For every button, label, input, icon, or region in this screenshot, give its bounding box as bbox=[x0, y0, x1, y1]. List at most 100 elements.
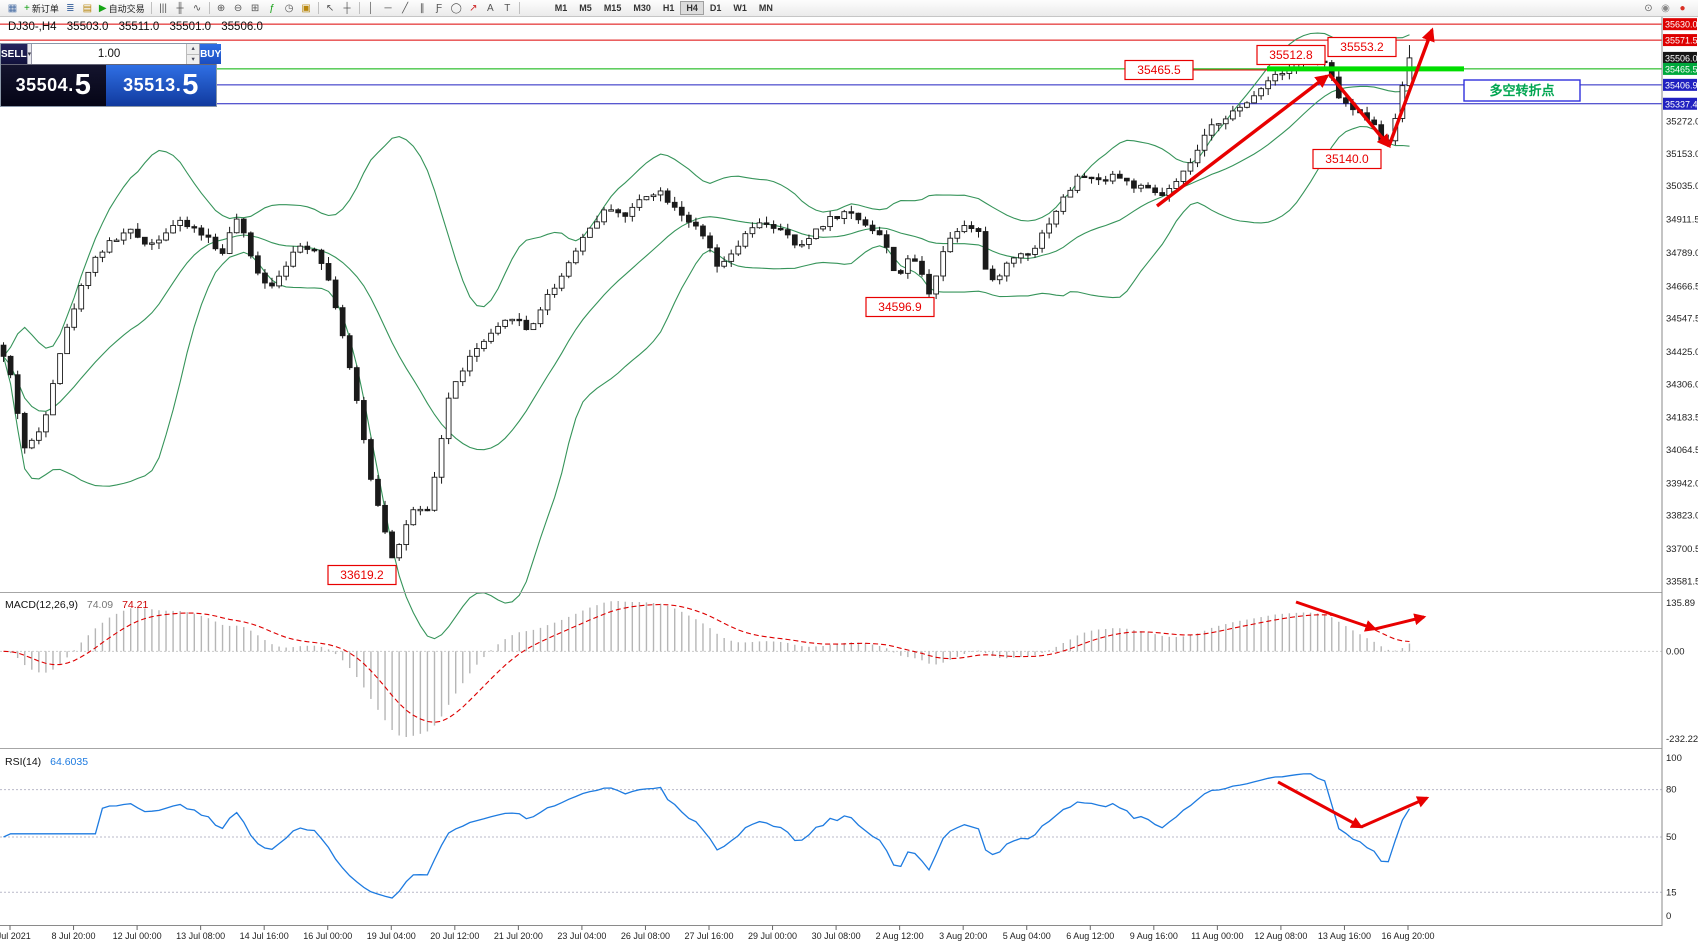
timeframe-button-m30[interactable]: M30 bbox=[633, 3, 651, 13]
text-icon[interactable]: A bbox=[482, 1, 499, 16]
timeframe-button-w1[interactable]: W1 bbox=[733, 3, 747, 13]
crosshair-icon[interactable]: ┼ bbox=[339, 1, 356, 16]
volume-input[interactable] bbox=[32, 44, 187, 64]
price-axis-bg bbox=[1662, 0, 1698, 944]
new-order-button-icon: + bbox=[24, 2, 30, 14]
timeframe-button-m1[interactable]: M1 bbox=[554, 3, 568, 13]
rsi-indicator-label: RSI(14) 64.6035 bbox=[5, 756, 88, 768]
note-annotation[interactable]: 多空转折点 bbox=[1463, 79, 1581, 102]
svg-text:35630.0: 35630.0 bbox=[1665, 20, 1698, 30]
macd-axis-label: 0.00 bbox=[1666, 646, 1685, 657]
rsi-title: RSI(14) bbox=[5, 756, 42, 768]
time-tick-label: 12 Aug 08:00 bbox=[1254, 931, 1307, 941]
sell-button[interactable]: SELL bbox=[1, 44, 27, 64]
alerts-icon[interactable]: ◉ bbox=[1657, 1, 1674, 16]
time-tick-label: 20 Jul 12:00 bbox=[430, 931, 479, 941]
indicators-icon[interactable]: ƒ bbox=[264, 1, 281, 16]
timeframe-button-m5[interactable]: M5 bbox=[579, 3, 592, 13]
timeframe-button-h1[interactable]: H1 bbox=[662, 3, 675, 13]
vertical-line-icon[interactable]: │ bbox=[363, 1, 380, 16]
price-annotation-box bbox=[1256, 44, 1326, 66]
bar-chart-type-icon[interactable]: ||| bbox=[155, 1, 172, 16]
timeframe-button-h4[interactable]: H4 bbox=[680, 1, 704, 15]
zoom-in-icon[interactable]: ⊕ bbox=[213, 1, 230, 16]
rsi-axis-label: 50 bbox=[1666, 832, 1677, 843]
svg-text:35571.5: 35571.5 bbox=[1665, 36, 1698, 46]
svg-text:35506.0: 35506.0 bbox=[1665, 53, 1698, 63]
time-tick-label: 11 Aug 00:00 bbox=[1191, 931, 1243, 941]
search-icon[interactable]: ⊙ bbox=[1640, 1, 1657, 16]
tile-windows-icon: ⊞ bbox=[250, 2, 260, 14]
buy-button[interactable]: BUY bbox=[199, 44, 222, 64]
time-axis[interactable]: 8 Jul 2021 8 Jul 20:00 12 Jul 00:00 13 Jul … bbox=[0, 925, 1435, 942]
trend-arrow[interactable] bbox=[1155, 74, 1330, 208]
buy-price-button[interactable]: 35513. 5 bbox=[106, 65, 216, 106]
rsi-trend-arrow[interactable] bbox=[1360, 796, 1430, 829]
macd-signal-line bbox=[3, 603, 1410, 723]
ohlc-open: 35503.0 bbox=[66, 21, 109, 33]
fibonacci-icon[interactable]: Ƒ bbox=[431, 1, 448, 16]
spinner-up-icon[interactable]: ▴ bbox=[187, 44, 200, 54]
one-click-trading-panel: SELL ▾ ▴ ▾ BUY 35504.5 35513.5 bbox=[0, 43, 222, 107]
time-tick-label: 23 Jul 04:00 bbox=[557, 931, 606, 941]
cursor-icon[interactable]: ↖ bbox=[322, 1, 339, 16]
tile-windows-icon[interactable]: ⊞ bbox=[247, 1, 264, 16]
time-tick-label: 21 Jul 20:00 bbox=[494, 931, 543, 941]
periods-icon[interactable]: ◷ bbox=[281, 1, 298, 16]
svg-text:35406.9: 35406.9 bbox=[1665, 80, 1698, 90]
spinner-down-icon[interactable]: ▾ bbox=[187, 53, 200, 64]
volume-box: ▴ ▾ bbox=[32, 44, 200, 64]
bollinger-lower-band[interactable] bbox=[2, 125, 1410, 640]
shapes-icon[interactable]: ◯ bbox=[448, 1, 465, 16]
horizontal-lines[interactable] bbox=[0, 23, 1662, 105]
price-tick-label: 33942.0 bbox=[1666, 478, 1698, 489]
time-tick-label: 12 Jul 00:00 bbox=[113, 931, 162, 941]
price-tick-label: 34666.5 bbox=[1666, 281, 1698, 292]
macd-trend-arrow[interactable] bbox=[1374, 613, 1427, 631]
price-tick-label: 34425.0 bbox=[1666, 347, 1698, 358]
connection-status-icon[interactable]: ● bbox=[1674, 1, 1691, 16]
trend-arrow[interactable] bbox=[1387, 27, 1435, 147]
trend-arrow[interactable] bbox=[1327, 72, 1391, 149]
sell-price-button[interactable]: 35504. 5 bbox=[1, 65, 106, 106]
charts-window-icon[interactable]: ▦ bbox=[4, 1, 21, 16]
new-order-button[interactable]: + 新订单 bbox=[21, 1, 62, 16]
chart-list-icon[interactable]: ▤ bbox=[79, 1, 96, 16]
timeframe-button-mn[interactable]: MN bbox=[758, 3, 773, 13]
market-depth-icon[interactable]: ≣ bbox=[62, 1, 79, 16]
candlesticks[interactable] bbox=[0, 45, 1413, 561]
rsi-trend-arrow[interactable] bbox=[1277, 780, 1364, 829]
price-annotations[interactable]: 35465.5 35512.8 35553.2 35140.0 34596.9 33619… bbox=[327, 36, 1397, 586]
price-annotation-box bbox=[327, 564, 397, 586]
toolbar-separator bbox=[358, 2, 360, 14]
trendline-icon[interactable]: ╱ bbox=[397, 1, 414, 16]
bollinger-upper-band[interactable] bbox=[3, 32, 1410, 357]
horizontal-line-icon[interactable]: ─ bbox=[380, 1, 397, 16]
bollinger-bands[interactable] bbox=[2, 32, 1410, 640]
volume-dropdown[interactable]: ▾ bbox=[26, 44, 33, 64]
time-tick-label: 19 Jul 04:00 bbox=[367, 931, 416, 941]
buy-price-main: 35513. bbox=[123, 75, 182, 95]
note-annotation-box bbox=[1463, 79, 1581, 102]
price-axis[interactable]: 35272.0 35153.0 35035.0 34911.5 34789.0 34666… bbox=[1661, 16, 1698, 925]
timeframe-button-m15[interactable]: M15 bbox=[603, 3, 622, 13]
time-tick-label: 14 Jul 16:00 bbox=[240, 931, 289, 941]
zoom-out-icon[interactable]: ⊖ bbox=[230, 1, 247, 16]
alerts-icon: ◉ bbox=[1661, 2, 1670, 14]
autotrading-button[interactable]: ▶ 自动交易 bbox=[96, 1, 148, 16]
crosshair-icon: ┼ bbox=[343, 2, 351, 14]
price-annotation-text: 35140.0 bbox=[1325, 152, 1369, 166]
macd-trend-arrow[interactable] bbox=[1295, 600, 1378, 632]
templates-icon[interactable]: ▣ bbox=[298, 1, 315, 16]
channel-icon[interactable]: ∥ bbox=[414, 1, 431, 16]
time-tick-label: 27 Jul 16:00 bbox=[684, 931, 733, 941]
bollinger-middle-band[interactable] bbox=[3, 85, 1410, 451]
arrows-icon: ↗ bbox=[469, 2, 478, 14]
candlestick-chart-type-icon[interactable]: ╫ bbox=[172, 1, 189, 16]
price-tick-label: 35153.0 bbox=[1666, 149, 1698, 160]
timeframe-button-d1[interactable]: D1 bbox=[709, 3, 722, 13]
text-label-icon[interactable]: T bbox=[499, 1, 516, 16]
line-chart-type-icon[interactable]: ∿ bbox=[189, 1, 206, 16]
arrows-icon[interactable]: ↗ bbox=[465, 1, 482, 16]
